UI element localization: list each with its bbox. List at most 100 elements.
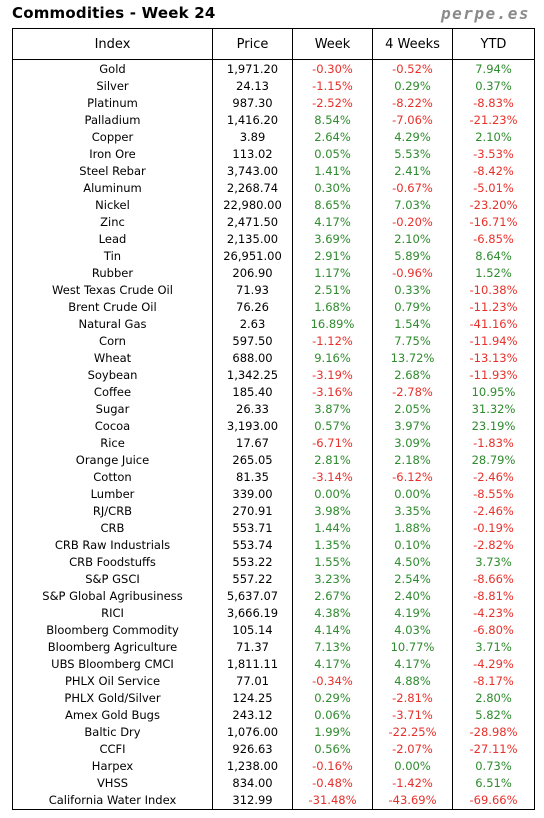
- table-row: Zinc 2,471.50 4.17% -0.20% -16.71%: [12, 214, 535, 231]
- 4-weeks-cell: 5.89%: [372, 248, 453, 265]
- price-cell: 105.14: [212, 622, 293, 639]
- 4-weeks-cell: 0.33%: [372, 282, 453, 299]
- price-cell: 2,135.00: [212, 231, 293, 248]
- ytd-cell: -8.83%: [452, 95, 535, 112]
- week-cell: 0.06%: [292, 707, 373, 724]
- week-cell: 0.56%: [292, 741, 373, 758]
- table-row: Silver 24.13 -1.15% 0.29% 0.37%: [12, 78, 535, 95]
- 4-weeks-cell: 7.03%: [372, 197, 453, 214]
- 4-weeks-cell: -0.67%: [372, 180, 453, 197]
- week-cell: -6.71%: [292, 435, 373, 452]
- index-cell: Tin: [12, 248, 213, 265]
- price-cell: 2,471.50: [212, 214, 293, 231]
- ytd-cell: 8.64%: [452, 248, 535, 265]
- price-cell: 113.02: [212, 146, 293, 163]
- week-cell: -3.16%: [292, 384, 373, 401]
- price-cell: 81.35: [212, 469, 293, 486]
- table-row: CRB Raw Industrials 553.74 1.35% 0.10% -2.82…: [12, 537, 535, 554]
- price-cell: 597.50: [212, 333, 293, 350]
- price-cell: 553.22: [212, 554, 293, 571]
- ytd-cell: 31.32%: [452, 401, 535, 418]
- week-cell: 3.87%: [292, 401, 373, 418]
- ytd-cell: -41.16%: [452, 316, 535, 333]
- table-row: Orange Juice 265.05 2.81% 2.18% 28.79%: [12, 452, 535, 469]
- price-cell: 26.33: [212, 401, 293, 418]
- price-cell: 76.26: [212, 299, 293, 316]
- week-cell: -3.19%: [292, 367, 373, 384]
- week-cell: -0.48%: [292, 775, 373, 792]
- week-cell: 1.44%: [292, 520, 373, 537]
- 4-weeks-cell: 4.50%: [372, 554, 453, 571]
- ytd-cell: 0.73%: [452, 758, 535, 775]
- 4-weeks-cell: 3.97%: [372, 418, 453, 435]
- table-row: Harpex 1,238.00 -0.16% 0.00% 0.73%: [12, 758, 535, 775]
- index-cell: Silver: [12, 78, 213, 95]
- 4-weeks-cell: -2.07%: [372, 741, 453, 758]
- index-cell: S&P Global Agribusiness: [12, 588, 213, 605]
- week-cell: 4.17%: [292, 656, 373, 673]
- table-row: Rice 17.67 -6.71% 3.09% -1.83%: [12, 435, 535, 452]
- ytd-cell: 2.10%: [452, 129, 535, 146]
- price-cell: 3,666.19: [212, 605, 293, 622]
- table-row: Brent Crude Oil 76.26 1.68% 0.79% -11.23%: [12, 299, 535, 316]
- index-cell: Iron Ore: [12, 146, 213, 163]
- price-cell: 1,971.20: [212, 59, 293, 78]
- table-row: S&P Global Agribusiness 5,637.07 2.67% 2.40…: [12, 588, 535, 605]
- 4-weeks-cell: 4.17%: [372, 656, 453, 673]
- 4-weeks-cell: -22.25%: [372, 724, 453, 741]
- 4-weeks-cell: -8.22%: [372, 95, 453, 112]
- table-row: Coffee 185.40 -3.16% -2.78% 10.95%: [12, 384, 535, 401]
- price-cell: 1,238.00: [212, 758, 293, 775]
- week-cell: 7.13%: [292, 639, 373, 656]
- week-cell: 1.17%: [292, 265, 373, 282]
- price-cell: 3,743.00: [212, 163, 293, 180]
- brand-watermark: perpe.es: [440, 4, 530, 23]
- price-cell: 1,811.11: [212, 656, 293, 673]
- table-row: Sugar 26.33 3.87% 2.05% 31.32%: [12, 401, 535, 418]
- index-cell: Copper: [12, 129, 213, 146]
- week-cell: 16.89%: [292, 316, 373, 333]
- 4-weeks-cell: 0.00%: [372, 758, 453, 775]
- index-cell: UBS Bloomberg CMCI: [12, 656, 213, 673]
- index-cell: Coffee: [12, 384, 213, 401]
- price-cell: 553.71: [212, 520, 293, 537]
- index-cell: CCFI: [12, 741, 213, 758]
- ytd-cell: -8.66%: [452, 571, 535, 588]
- table-row: Wheat 688.00 9.16% 13.72% -13.13%: [12, 350, 535, 367]
- 4-weeks-cell: -6.12%: [372, 469, 453, 486]
- index-cell: Bloomberg Agriculture: [12, 639, 213, 656]
- ytd-cell: 2.80%: [452, 690, 535, 707]
- 4-weeks-cell: -7.06%: [372, 112, 453, 129]
- table-row: Amex Gold Bugs 243.12 0.06% -3.71% 5.82%: [12, 707, 535, 724]
- week-cell: 1.35%: [292, 537, 373, 554]
- week-cell: -0.34%: [292, 673, 373, 690]
- price-cell: 339.00: [212, 486, 293, 503]
- ytd-cell: -0.19%: [452, 520, 535, 537]
- ytd-cell: 0.37%: [452, 78, 535, 95]
- table-row: Rubber 206.90 1.17% -0.96% 1.52%: [12, 265, 535, 282]
- table-row: Bloomberg Agriculture 71.37 7.13% 10.77% 3.7…: [12, 639, 535, 656]
- index-cell: Palladium: [12, 112, 213, 129]
- price-cell: 26,951.00: [212, 248, 293, 265]
- table-row: Nickel 22,980.00 8.65% 7.03% -23.20%: [12, 197, 535, 214]
- ytd-cell: 3.71%: [452, 639, 535, 656]
- table-row: CRB 553.71 1.44% 1.88% -0.19%: [12, 520, 535, 537]
- index-cell: RJ/CRB: [12, 503, 213, 520]
- ytd-cell: -2.82%: [452, 537, 535, 554]
- table-body: Gold 1,971.20 -0.30% -0.52% 7.94% Silver 24.13…: [12, 59, 535, 810]
- ytd-cell: 6.51%: [452, 775, 535, 792]
- ytd-cell: 7.94%: [452, 59, 535, 78]
- index-cell: Zinc: [12, 214, 213, 231]
- week-cell: 2.67%: [292, 588, 373, 605]
- price-cell: 22,980.00: [212, 197, 293, 214]
- index-cell: Baltic Dry: [12, 724, 213, 741]
- price-cell: 557.22: [212, 571, 293, 588]
- price-cell: 206.90: [212, 265, 293, 282]
- price-cell: 987.30: [212, 95, 293, 112]
- week-cell: 2.91%: [292, 248, 373, 265]
- week-cell: -1.12%: [292, 333, 373, 350]
- index-cell: Wheat: [12, 350, 213, 367]
- index-cell: Soybean: [12, 367, 213, 384]
- 4-weeks-cell: 4.19%: [372, 605, 453, 622]
- 4-weeks-cell: 10.77%: [372, 639, 453, 656]
